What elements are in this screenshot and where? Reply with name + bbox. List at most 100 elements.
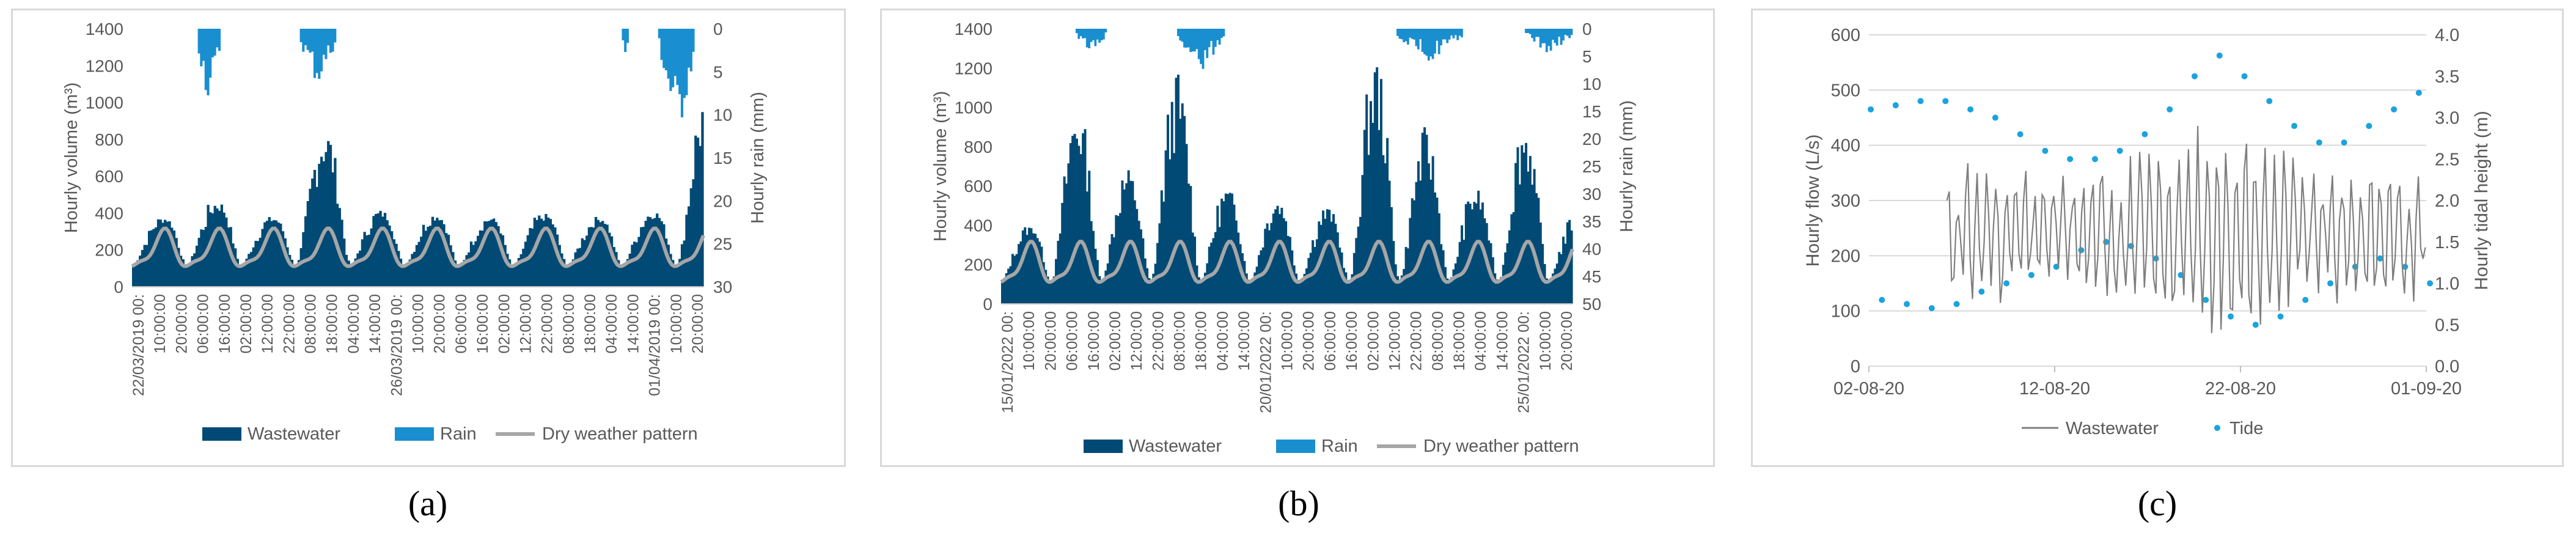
- wastewater-bar: [1285, 221, 1288, 304]
- wastewater-bar: [311, 178, 314, 287]
- y-tick-label: 600: [1831, 26, 1860, 45]
- tide-point: [2003, 280, 2010, 287]
- wastewater-bar: [1167, 114, 1170, 304]
- wastewater-bar: [1042, 262, 1045, 304]
- wastewater-bar: [295, 266, 298, 287]
- tide-point: [2116, 147, 2123, 154]
- wastewater-bar: [504, 245, 507, 287]
- tide-point: [1978, 289, 1985, 295]
- wastewater-bar: [1297, 280, 1300, 304]
- rain-bar: [1084, 29, 1087, 39]
- legend-swatch-wastewater: [1084, 440, 1123, 453]
- wastewater-bar: [1206, 263, 1209, 304]
- wastewater-bar: [440, 219, 443, 287]
- y-tick-label: 400: [964, 216, 993, 235]
- rain-bar: [1528, 29, 1532, 34]
- wastewater-bar: [1293, 265, 1296, 304]
- wastewater-bar: [273, 220, 276, 287]
- panel-label-a: (a): [408, 484, 448, 523]
- wastewater-bar: [1280, 207, 1283, 304]
- rain-bar: [1456, 29, 1459, 40]
- wastewater-bar: [134, 263, 138, 287]
- rain-bar: [1570, 29, 1573, 35]
- rain-bar: [1554, 29, 1557, 43]
- wastewater-bar: [1386, 138, 1389, 304]
- rain-bar: [1220, 29, 1223, 38]
- rain-bar: [1411, 29, 1414, 39]
- wastewater-bar: [1276, 205, 1279, 304]
- wastewater-bar: [213, 205, 216, 287]
- wastewater-bar: [662, 224, 666, 287]
- rain-bar: [676, 29, 679, 86]
- y-tick-label: 1400: [86, 20, 123, 39]
- wastewater-bar: [1158, 223, 1161, 304]
- wastewater-bar: [565, 264, 568, 287]
- wastewater-bar: [1367, 155, 1370, 304]
- wastewater-line: [1946, 125, 2426, 333]
- x-tick-label: 10:00:00: [1279, 311, 1296, 370]
- wastewater-bar: [1324, 218, 1327, 304]
- x-tick-label: 08:00:00: [303, 294, 320, 353]
- wastewater-bar: [1274, 209, 1277, 304]
- rain-bar: [1431, 29, 1434, 59]
- rain-bar: [626, 29, 629, 43]
- wastewater-bar: [347, 260, 350, 287]
- rain-bar: [1543, 29, 1546, 43]
- wastewater-bar: [161, 223, 164, 287]
- rain-bar: [672, 29, 675, 87]
- wastewater-bar: [1500, 277, 1503, 304]
- x-tick-label: 16:00:00: [1085, 311, 1103, 370]
- wastewater-bar: [168, 221, 171, 287]
- wastewater-bar: [1357, 226, 1360, 304]
- wastewater-bar: [1048, 280, 1051, 304]
- wastewater-bar: [1363, 130, 1366, 304]
- wastewater-bar: [232, 243, 235, 287]
- rain-bar: [1079, 29, 1082, 37]
- wastewater-bar: [515, 263, 518, 287]
- wastewater-bar: [653, 218, 656, 287]
- wastewater-bar: [1063, 176, 1066, 304]
- wastewater-bar: [367, 235, 371, 287]
- tide-point: [2167, 106, 2173, 112]
- wastewater-bar: [468, 252, 471, 287]
- rain-bar: [669, 29, 672, 91]
- tide-point: [2252, 322, 2259, 328]
- wastewater-bar: [1024, 227, 1027, 304]
- wastewater-bar: [222, 212, 226, 287]
- rain-bar: [302, 29, 305, 52]
- wastewater-bar: [644, 221, 647, 287]
- rain-bar: [1096, 29, 1099, 40]
- rain-bar: [1429, 29, 1433, 57]
- wastewater-bar: [1332, 214, 1335, 304]
- wastewater-bar: [1334, 223, 1337, 304]
- wastewater-bar: [413, 251, 416, 287]
- wastewater-bar: [225, 217, 228, 287]
- wastewater-bar: [1098, 276, 1101, 304]
- tide-point: [2266, 98, 2273, 105]
- wastewater-bar: [1295, 273, 1298, 304]
- wastewater-bar: [1169, 159, 1172, 304]
- rain-bar: [1197, 29, 1200, 59]
- wastewater-bar: [429, 226, 432, 287]
- wastewater-bar: [669, 254, 672, 287]
- rain-bar: [1094, 29, 1097, 46]
- wastewater-bar: [290, 259, 294, 287]
- rain-bar: [1218, 29, 1221, 45]
- wastewater-bar: [1388, 180, 1391, 304]
- x-tick-label: 06:00:00: [1322, 311, 1339, 370]
- wastewater-bar: [1376, 67, 1379, 304]
- wastewater-bar: [1427, 163, 1430, 304]
- wastewater-bar: [449, 245, 452, 287]
- wastewater-bar: [233, 248, 237, 287]
- wastewater-bar: [1253, 272, 1257, 304]
- wastewater-bar: [1450, 277, 1453, 304]
- wastewater-bar: [1558, 252, 1561, 304]
- wastewater-bar: [150, 230, 153, 287]
- tide-point: [2391, 106, 2398, 112]
- wastewater-bar: [594, 217, 598, 287]
- wastewater-bar: [1228, 193, 1231, 304]
- wastewater-bar: [1245, 273, 1248, 304]
- y2-tick-label: 4.0: [2435, 26, 2459, 45]
- rain-bar: [1409, 29, 1412, 38]
- y2-tick-label: 2.5: [2435, 150, 2459, 169]
